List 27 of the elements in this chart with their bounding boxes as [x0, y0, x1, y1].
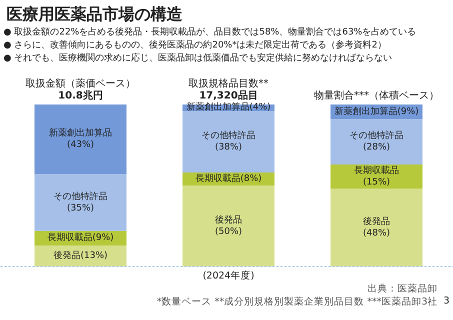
bar — [182, 186, 274, 266]
bar — [330, 119, 422, 164]
text: *数量ベース **成分別規格別製薬企業別品目数 ***医薬品卸3社 — [156, 296, 438, 308]
data-label: 後発品 (48%) — [362, 216, 390, 238]
bar — [330, 188, 422, 266]
data-label: その他特許品 (28%) — [350, 130, 404, 153]
data-label: 長期収載品(9%) — [47, 232, 114, 244]
x-tick-label: 取扱規格品目数** 17,320品目 — [188, 78, 268, 102]
text: (2024年度) — [202, 270, 254, 282]
data-label: 新薬創出加算品(9%) — [334, 106, 419, 117]
chart-title: 医療用医薬品市場の構造 — [6, 4, 184, 24]
x-tick-label: 物量割合***（体積ベース） — [314, 90, 439, 102]
bar — [34, 104, 126, 174]
data-label: 長期収載品(8%) — [195, 173, 262, 184]
data-label: その他特許品 (38%) — [202, 130, 256, 153]
chart-subtitle: ● 取扱金額の22%を占める後発品・長期収載品が、品目数では58%、物量割合では63%を占めている ● さらに、改善傾向にあるものの、後発医薬品の約20%*は未だ限定出荷である（参考資料2） ● それでも、医療機関の求めに応じ、医薬品卸は低薬価品でも安定供給に努めなければならない — [4, 26, 416, 64]
data-label: その他特許品 (35%) — [54, 190, 108, 214]
bar — [182, 110, 274, 173]
data-label: 後発品 (50%) — [214, 214, 242, 237]
bar — [34, 174, 126, 231]
x-tick-label: 取扱金額（薬価ベース） 10.8兆円 — [26, 78, 136, 102]
text: 3 — [443, 296, 450, 306]
data-label: 長期収載品 (15%) — [354, 164, 399, 188]
data-label: 新薬創出加算品(4%) — [186, 102, 271, 113]
data-label: 後発品(13%) — [53, 250, 108, 261]
source-note: 出典：医薬品卸 — [368, 282, 438, 294]
data-label: 新薬創出加算品 (43%) — [49, 128, 112, 150]
